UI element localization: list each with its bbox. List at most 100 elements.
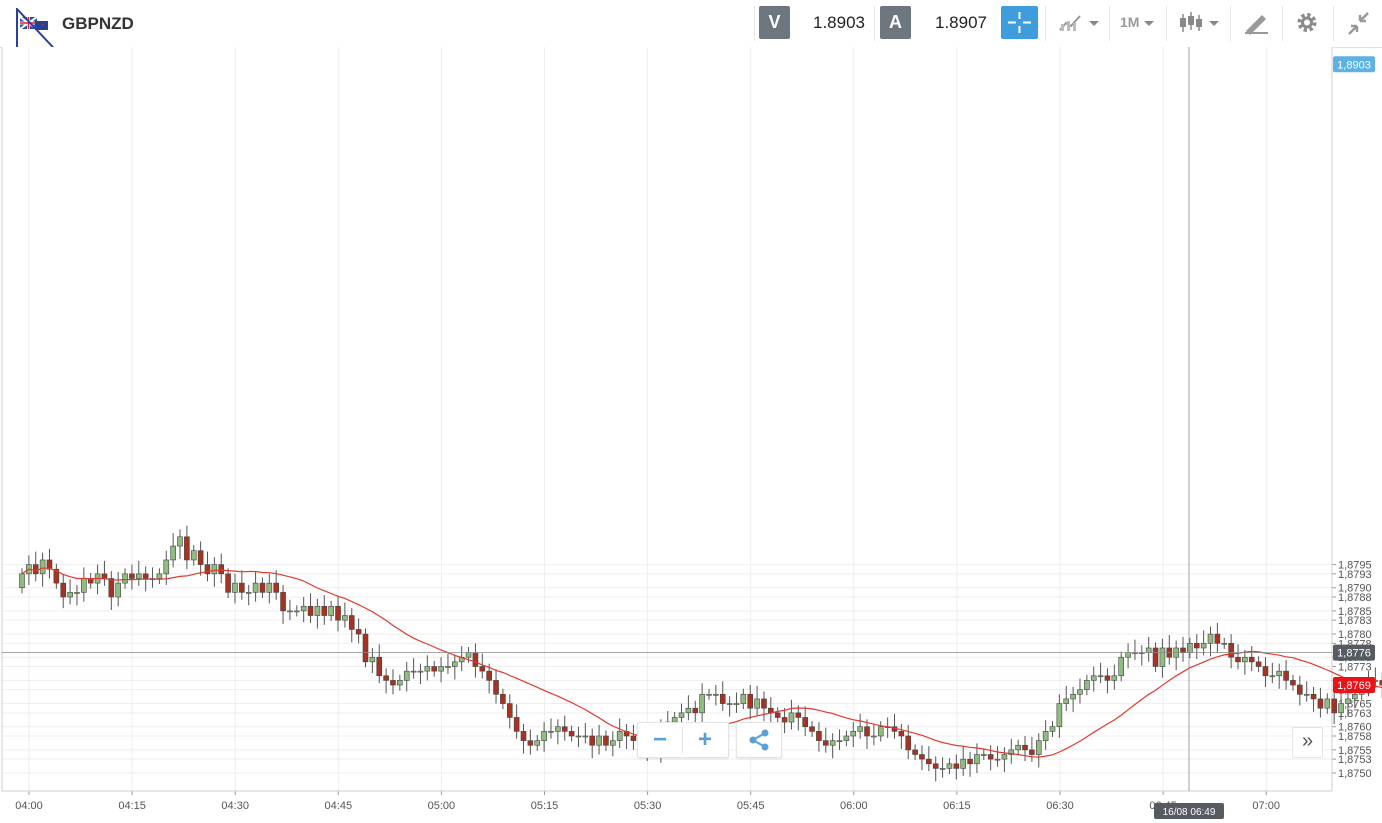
bear-candle <box>321 605 328 616</box>
bear-candle <box>46 559 53 570</box>
collapse-icon <box>1348 12 1369 35</box>
bull-candle <box>1111 675 1118 681</box>
bear-candle <box>898 731 905 737</box>
bear-candle <box>500 693 506 704</box>
bear-candle <box>912 749 918 755</box>
bear-candle <box>781 717 788 723</box>
crosshair-button[interactable] <box>1001 6 1038 39</box>
bull-candle <box>1242 656 1248 663</box>
y-tick-label: 1,8763 <box>1338 708 1372 720</box>
bear-candle <box>747 693 754 709</box>
bear-candle <box>919 754 925 760</box>
bull-candle <box>445 666 451 668</box>
bear-candle <box>1214 633 1221 644</box>
chart-type-icon <box>1059 15 1081 31</box>
bear-candle <box>383 675 389 681</box>
candle-style-button[interactable] <box>1178 6 1223 39</box>
bull-candle <box>1042 731 1049 741</box>
zoom-in-button[interactable]: + <box>697 726 712 753</box>
bear-candle <box>761 698 767 709</box>
y-tick-label: 1,8788 <box>1338 592 1372 604</box>
bull-candle <box>733 703 740 705</box>
bear-candle <box>307 605 314 616</box>
bull-candle <box>871 735 877 738</box>
chart-type-button[interactable] <box>1058 6 1103 39</box>
y-tick-label: 1,8790 <box>1338 583 1372 595</box>
bull-candle <box>596 735 602 746</box>
toolbar-divider <box>1109 6 1110 41</box>
timeframe-button[interactable]: 1M <box>1120 6 1160 39</box>
bull-candle <box>1187 643 1193 653</box>
bear-candle <box>1310 693 1317 700</box>
bear-candle <box>472 652 479 667</box>
bear-candle <box>987 754 994 760</box>
bull-candle <box>1345 698 1351 704</box>
bull-candle <box>1303 693 1310 696</box>
bear-candle <box>1331 698 1337 714</box>
bull-candle <box>685 707 692 714</box>
bull-candle <box>1063 698 1070 704</box>
bear-candle <box>376 656 383 677</box>
bear-candle <box>926 758 932 765</box>
top-price-label-bg <box>1333 56 1375 73</box>
bear-candle <box>1029 749 1035 755</box>
bull-candle <box>1077 689 1083 695</box>
bear-candle <box>809 726 815 732</box>
bear-candle <box>53 568 60 584</box>
bear-candle <box>1283 670 1289 681</box>
y-tick-label: 1,8793 <box>1338 569 1372 581</box>
bid-quote[interactable]: V 1.8903 <box>759 6 871 39</box>
bear-candle <box>1180 647 1186 653</box>
bear-candle <box>513 717 520 732</box>
bear-candle <box>1104 675 1111 681</box>
bull-candle <box>1338 703 1344 714</box>
x-tick-label: 04:30 <box>221 800 249 812</box>
bear-candle <box>362 633 369 663</box>
bull-candle <box>534 740 541 746</box>
bear-candle <box>218 564 225 575</box>
bull-candle <box>1001 754 1008 760</box>
toolbar-divider <box>1045 6 1046 41</box>
bull-candle <box>252 582 259 593</box>
drawing-tools-icon <box>1245 15 1268 35</box>
settings-button[interactable] <box>1294 6 1322 39</box>
bull-candle <box>555 726 561 732</box>
collapse-button[interactable] <box>1345 6 1373 39</box>
drawing-tools-button[interactable] <box>1242 6 1270 39</box>
toolbar-divider <box>1166 6 1167 41</box>
zoom-out-button[interactable]: − <box>652 726 667 753</box>
bull-candle <box>1035 740 1042 755</box>
bull-candle <box>1097 675 1104 678</box>
ask-quote[interactable]: A 1.8907 <box>880 6 992 39</box>
last-price-label-bg <box>1333 677 1375 694</box>
y-tick-label: 1,8780 <box>1338 629 1372 641</box>
y-tick-label: 1,8760 <box>1338 722 1372 734</box>
x-tick-label: 04:00 <box>15 800 43 812</box>
bull-candle <box>245 592 252 594</box>
bull-candle <box>328 605 334 616</box>
bear-candle <box>520 731 527 741</box>
x-tick-label: 06:30 <box>1046 800 1074 812</box>
bull-candle <box>1070 693 1076 700</box>
chevron-down-icon <box>1144 20 1155 26</box>
y-tick-label: 1,8755 <box>1338 745 1372 757</box>
bear-candle <box>259 582 266 593</box>
y-tick-label: 1,8753 <box>1338 754 1372 766</box>
symbol-name[interactable]: GBPNZD <box>62 14 134 33</box>
bull-candle <box>163 559 170 575</box>
bear-candle <box>967 758 973 765</box>
x-tick-label: 06:15 <box>943 800 971 812</box>
scroll-to-latest-button[interactable]: » <box>1292 727 1323 758</box>
bull-candle <box>293 610 300 613</box>
bear-candle <box>225 573 231 593</box>
bull-candle <box>1049 726 1056 732</box>
bear-candle <box>280 592 286 612</box>
x-tick-label: 04:15 <box>118 800 146 812</box>
bear-candle <box>184 536 190 561</box>
bull-candle <box>829 740 836 746</box>
share-button[interactable] <box>736 722 782 758</box>
bull-candle <box>740 693 747 704</box>
bull-candle <box>843 735 850 741</box>
bear-candle <box>822 740 829 746</box>
